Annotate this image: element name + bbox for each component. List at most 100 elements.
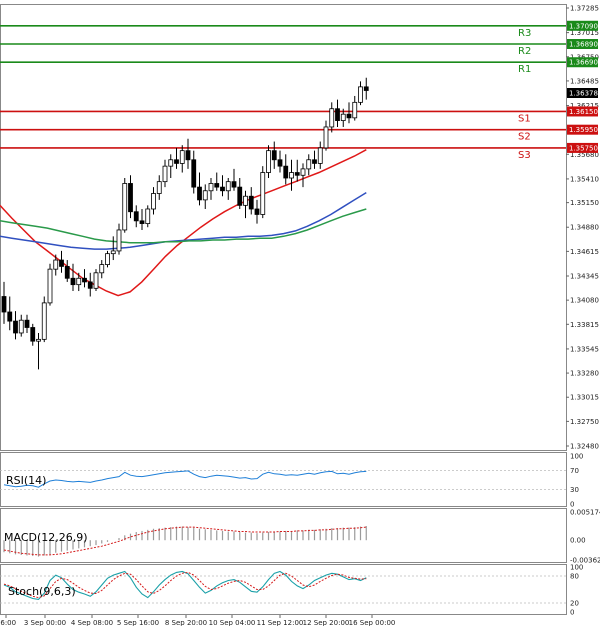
price-tick-label-16: 1.32750 (570, 418, 599, 426)
candle-body-20 (116, 229, 122, 252)
candle-body-14 (82, 277, 87, 283)
level-tag-text-s2: 1.35950 (569, 126, 598, 134)
price-tick-label-5: 1.35680 (570, 151, 599, 159)
time-tick-label-2: 4 Sep 08:00 (71, 619, 113, 626)
price-tick-label-3: 1.36485 (570, 77, 599, 85)
macd-tick-label-1: 0.00 (570, 537, 586, 545)
price-tick-label-13: 1.33545 (570, 345, 599, 353)
price-tick-label-6: 1.35410 (570, 175, 599, 183)
level-tag-text-r2: 1.36890 (569, 41, 598, 49)
price-tick-label-7: 1.35150 (570, 199, 599, 207)
level-label-s2: S2 (518, 132, 531, 143)
candle-body-13 (76, 277, 82, 286)
candle-body-29 (168, 159, 174, 167)
candle-body-38 (220, 186, 225, 192)
level-label-r2: R2 (518, 46, 531, 57)
level-label-r3: R3 (518, 28, 531, 39)
stoch-tick-label-2: 20 (570, 600, 579, 608)
time-tick-label-1: 3 Sep 00:00 (24, 619, 66, 626)
macd-tick-label-0: 0.005174 (570, 509, 600, 517)
time-tick-label-0: 16:00 (0, 619, 16, 626)
current-price-text: 1.36378 (569, 90, 598, 98)
candle-body-35 (202, 190, 208, 201)
candle-body-44 (254, 208, 260, 215)
time-tick-label-5: 10 Sep 04:00 (209, 619, 256, 626)
candle-body-17 (99, 264, 105, 274)
candle-body-24 (139, 220, 145, 224)
level-tag-bg-r2 (567, 39, 598, 50)
candle-body-61 (352, 101, 358, 119)
moving-average-line-2 (0, 191, 367, 250)
level-tag-bg-r1 (567, 57, 598, 68)
price-tick-label-11: 1.34080 (570, 297, 599, 305)
moving-average-line-3 (0, 208, 367, 244)
support-resistance-levels: R3 R2 R1 S1 S2 S3 (0, 24, 566, 161)
candle-body-52 (300, 168, 306, 176)
price-tick-label-15: 1.33015 (570, 394, 599, 402)
candle-body-7 (41, 302, 47, 340)
candle-body-53 (306, 159, 312, 170)
candle-body-51 (294, 172, 300, 176)
candle-body-43 (248, 195, 254, 210)
candle-body-30 (174, 159, 179, 164)
candle-body-39 (225, 181, 231, 192)
candle-body-1 (7, 311, 13, 322)
level-label-s3: S3 (518, 150, 531, 161)
candle-body-63 (363, 86, 369, 91)
main-pane-frame (0, 4, 567, 451)
candle-body-19 (110, 250, 116, 255)
price-tick-label-8: 1.34880 (570, 224, 599, 232)
current-price-tag: 1.36378 (567, 88, 598, 98)
candle-body-58 (335, 108, 340, 121)
level-tag-bg-s2 (567, 124, 598, 135)
time-tick-label-4: 8 Sep 20:00 (165, 619, 207, 626)
stoch-label: Stoch(9,6,3) (8, 585, 76, 598)
candle-body-40 (231, 181, 237, 188)
candle-body-4 (24, 319, 30, 328)
candle-body-45 (260, 172, 266, 215)
candle-body-27 (156, 181, 162, 194)
candle-body-56 (323, 126, 329, 149)
price-tick-label-0: 1.37285 (570, 5, 599, 13)
candle-body-16 (93, 272, 99, 289)
level-tag-bg-r3 (567, 20, 598, 31)
candle-body-26 (151, 193, 156, 210)
level-tag-text-s1: 1.36150 (569, 108, 598, 116)
macd-tick-label-2: -0.003629 (570, 557, 600, 565)
time-tick-label-8: 16 Sep 00:00 (349, 619, 396, 626)
candle-body-9 (53, 259, 59, 270)
candle-body-3 (18, 319, 24, 334)
candle-body-37 (214, 183, 220, 188)
candle-body-50 (289, 172, 294, 179)
stoch-tick-label-1: 80 (570, 573, 579, 581)
candle-body-28 (162, 165, 168, 183)
price-tick-label-12: 1.33815 (570, 321, 599, 329)
time-tick-label-7: 12 Sep 20:00 (303, 619, 350, 626)
moving-average-line-1 (0, 149, 367, 297)
candle-body-12 (70, 277, 76, 286)
level-tag-text-r1: 1.36690 (569, 59, 598, 67)
candle-body-57 (329, 108, 335, 128)
candle-body-11 (64, 266, 70, 279)
candle-body-47 (271, 150, 277, 161)
price-tick-label-9: 1.34615 (570, 248, 599, 256)
rsi-pane-frame (0, 452, 567, 507)
price-tick-label-14: 1.33280 (570, 370, 599, 378)
macd-signal-line (3, 526, 367, 556)
stoch-signal-line (3, 571, 367, 599)
macd-pane-frame (0, 508, 567, 563)
level-tag-text-s3: 1.35750 (569, 144, 598, 152)
candle-body-18 (105, 253, 110, 266)
candle-body-60 (346, 113, 352, 119)
candle-body-62 (358, 86, 363, 103)
candle-body-33 (191, 159, 197, 188)
macd-panel: 0.005174 0.00 -0.003629 (3, 509, 600, 565)
candle-body-0 (1, 296, 7, 313)
rsi-tick-label-0: 100 (570, 453, 583, 461)
candle-body-23 (133, 211, 139, 222)
level-tag-text-r3: 1.37090 (569, 22, 598, 30)
price-tick-label-1: 1.37015 (570, 29, 599, 37)
candle-body-54 (312, 159, 317, 164)
level-tag-bg-s1 (567, 106, 598, 117)
